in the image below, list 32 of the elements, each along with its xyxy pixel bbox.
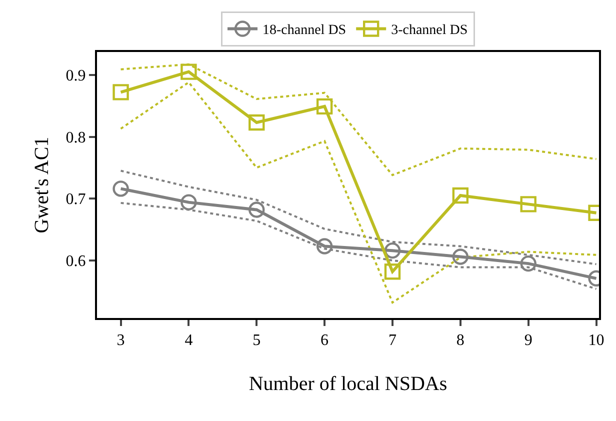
point [384, 264, 401, 280]
point [248, 202, 265, 218]
x-tick-label: 3 [116, 332, 125, 350]
line-series [120, 81, 598, 304]
point [180, 194, 197, 210]
x-axis-title: Number of local NSDAs [248, 373, 448, 396]
legend-label: 18-channel DS [262, 23, 346, 38]
line-series [120, 63, 598, 176]
point [520, 196, 536, 212]
point [520, 255, 536, 272]
point [112, 180, 129, 197]
y-tick-label: 0.7 [66, 191, 86, 208]
point [112, 84, 129, 100]
y-axis-title: Gwet's AC1 [30, 136, 53, 234]
x-tick-label: 7 [388, 332, 396, 350]
x-tick-label: 5 [252, 332, 261, 350]
x-tick-label: 10 [588, 332, 604, 350]
point [452, 248, 469, 265]
legend-label: 3-channel DS [391, 23, 468, 38]
x-tick-label: 8 [456, 332, 464, 350]
x-tick-label: 4 [184, 332, 193, 350]
y-tick-label: 0.8 [66, 129, 86, 146]
point [384, 242, 401, 259]
point [316, 98, 333, 115]
point [248, 114, 265, 131]
point [180, 64, 197, 80]
point [316, 238, 333, 254]
point [452, 187, 469, 204]
y-tick-label: 0.9 [66, 67, 86, 84]
y-tick-label: 0.6 [66, 253, 86, 270]
x-tick-label: 6 [320, 332, 329, 350]
x-tick-label: 9 [524, 332, 532, 350]
